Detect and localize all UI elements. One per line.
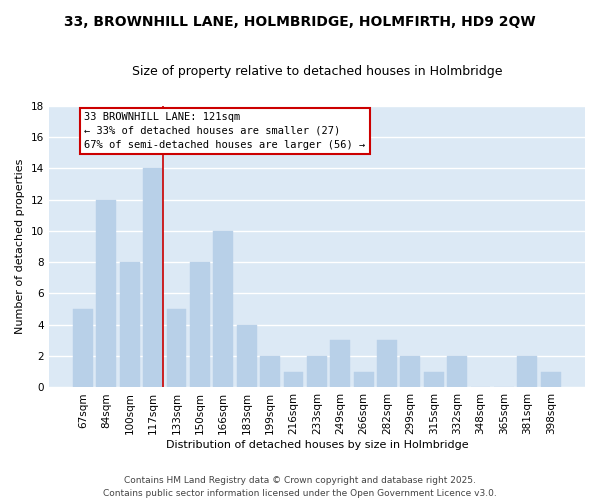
Bar [167,309,187,388]
Y-axis label: Number of detached properties: Number of detached properties [15,159,25,334]
X-axis label: Distribution of detached houses by size in Holmbridge: Distribution of detached houses by size … [166,440,468,450]
Text: Contains HM Land Registry data © Crown copyright and database right 2025.
Contai: Contains HM Land Registry data © Crown c… [103,476,497,498]
Text: 33, BROWNHILL LANE, HOLMBRIDGE, HOLMFIRTH, HD9 2QW: 33, BROWNHILL LANE, HOLMBRIDGE, HOLMFIRT… [64,15,536,29]
Bar [237,325,257,388]
Bar [353,372,374,388]
Bar [424,372,443,388]
Bar [517,356,537,388]
Bar [330,340,350,388]
Bar [377,340,397,388]
Bar [73,309,93,388]
Bar [307,356,327,388]
Text: 33 BROWNHILL LANE: 121sqm
← 33% of detached houses are smaller (27)
67% of semi-: 33 BROWNHILL LANE: 121sqm ← 33% of detac… [84,112,365,150]
Bar [541,372,560,388]
Bar [447,356,467,388]
Bar [97,200,116,388]
Bar [214,231,233,388]
Bar [120,262,140,388]
Bar [143,168,163,388]
Bar [284,372,304,388]
Title: Size of property relative to detached houses in Holmbridge: Size of property relative to detached ho… [131,65,502,78]
Bar [190,262,210,388]
Bar [260,356,280,388]
Bar [400,356,421,388]
